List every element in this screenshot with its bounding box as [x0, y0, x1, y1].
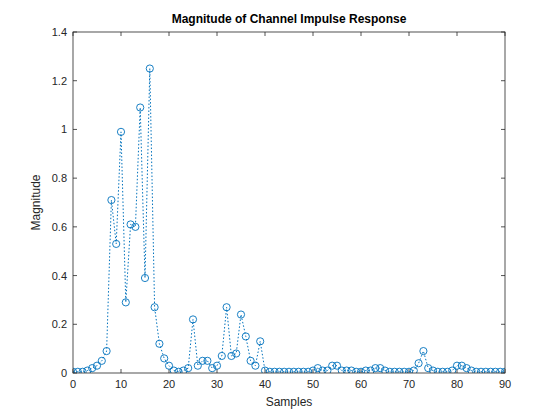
x-tick-top	[361, 32, 362, 36]
marker	[98, 357, 105, 364]
y-tick	[73, 226, 77, 227]
x-tick	[121, 369, 122, 373]
marker	[132, 223, 139, 230]
marker	[381, 367, 388, 373]
x-tick-top	[169, 32, 170, 36]
marker	[79, 368, 86, 373]
marker	[415, 360, 422, 367]
marker	[146, 65, 153, 72]
y-tick-right	[501, 178, 505, 179]
marker	[213, 362, 220, 369]
marker	[223, 304, 230, 311]
y-tick	[73, 324, 77, 325]
y-tick-right	[501, 324, 505, 325]
background	[0, 0, 560, 420]
marker	[141, 274, 148, 281]
x-tick-top	[265, 32, 266, 36]
marker	[357, 368, 364, 373]
marker	[175, 368, 182, 373]
marker	[420, 347, 427, 354]
marker	[405, 368, 412, 373]
marker	[410, 367, 417, 373]
marker	[103, 347, 110, 354]
x-axis-label: Samples	[266, 395, 313, 409]
title: Magnitude of Channel Impulse Response	[172, 12, 407, 26]
marker	[242, 333, 249, 340]
x-tick-label: 80	[451, 378, 463, 390]
series	[73, 65, 505, 373]
x-tick	[265, 369, 266, 373]
x-tick-top	[457, 32, 458, 36]
marker	[204, 357, 211, 364]
x-tick-label: 50	[307, 378, 319, 390]
marker	[170, 367, 177, 373]
x-tick-label: 90	[499, 378, 511, 390]
marker	[108, 196, 115, 203]
marker	[305, 368, 312, 373]
marker	[309, 367, 316, 373]
y-axis-label: Magnitude	[29, 174, 43, 230]
x-tick	[409, 369, 410, 373]
marker	[156, 340, 163, 347]
x-tick-top	[121, 32, 122, 36]
marker	[117, 128, 124, 135]
marker	[444, 368, 451, 373]
x-tick-label: 0	[70, 378, 76, 390]
marker	[261, 367, 268, 373]
marker	[185, 365, 192, 372]
x-tick-top	[409, 32, 410, 36]
x-tick-label: 30	[211, 378, 223, 390]
y-tick	[73, 129, 77, 130]
x-tick-label: 70	[403, 378, 415, 390]
marker	[257, 338, 264, 345]
y-tick-right	[501, 80, 505, 81]
y-tick-label: 0	[61, 367, 67, 379]
x-tick-top	[217, 32, 218, 36]
x-tick-label: 10	[115, 378, 127, 390]
marker	[429, 367, 436, 373]
x-tick-label: 40	[259, 378, 271, 390]
marker	[237, 311, 244, 318]
y-tick-label: 0.2	[52, 318, 67, 330]
series-line	[73, 69, 505, 372]
y-tick-label: 0.4	[52, 270, 67, 282]
y-tick	[73, 178, 77, 179]
marker	[84, 367, 91, 373]
marker	[122, 299, 129, 306]
marker	[180, 367, 187, 373]
marker	[161, 355, 168, 362]
x-tick-top	[313, 32, 314, 36]
marker	[151, 304, 158, 311]
y-tick-right	[501, 129, 505, 130]
y-tick-right	[501, 226, 505, 227]
x-tick-label: 60	[355, 378, 367, 390]
marker	[137, 104, 144, 111]
x-tick-label: 20	[163, 378, 175, 390]
y-tick	[73, 80, 77, 81]
marker	[233, 350, 240, 357]
y-tick-label: 1.4	[52, 26, 67, 38]
axes-frame	[73, 32, 505, 373]
x-tick	[313, 369, 314, 373]
marker	[113, 240, 120, 247]
y-tick-label: 1	[61, 123, 67, 135]
marker	[468, 367, 475, 373]
marker	[367, 367, 374, 373]
chart: 0 10 20 30 40 50 60 70 80 90 0 0.2 0.4 0.6 0.8 1 1.2 1.4 M…	[0, 0, 560, 420]
x-tick	[361, 369, 362, 373]
marker	[218, 352, 225, 359]
y-tick-right	[501, 275, 505, 276]
marker	[189, 316, 196, 323]
y-tick-label: 1.2	[52, 75, 67, 87]
y-tick	[73, 275, 77, 276]
marker	[501, 368, 505, 373]
marker	[348, 367, 355, 373]
plot-area	[73, 32, 505, 373]
y-tick-label: 0.6	[52, 221, 67, 233]
y-tick-label: 0.8	[52, 172, 67, 184]
marker	[252, 362, 259, 369]
